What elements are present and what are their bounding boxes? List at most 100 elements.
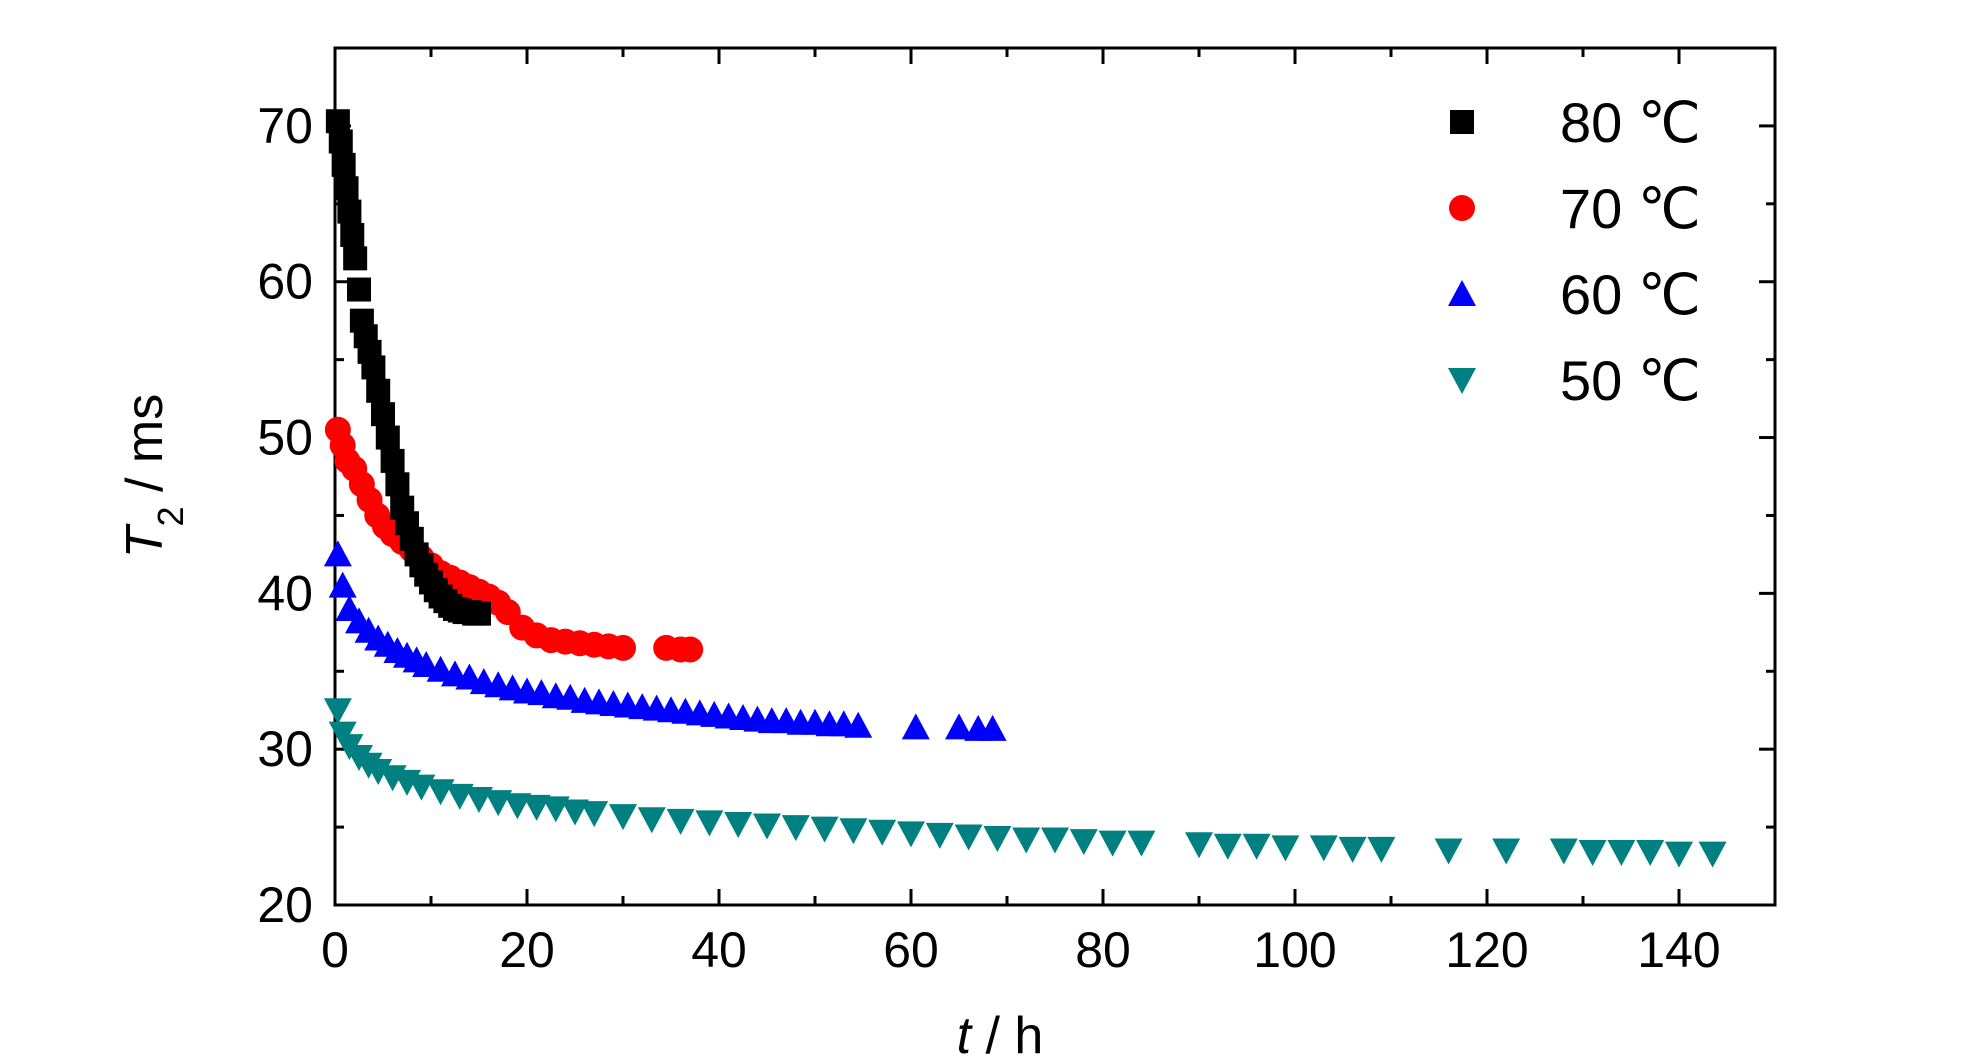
x-axis-variable: t: [957, 1007, 974, 1062]
legend-label: 70 ℃: [1560, 177, 1701, 240]
data-point: [609, 804, 637, 831]
data-point: [1127, 830, 1156, 857]
data-point: [1271, 835, 1300, 862]
series-square: [325, 109, 491, 626]
data-point: [897, 821, 925, 848]
data-point: [337, 199, 362, 224]
data-point: [753, 813, 781, 840]
x-axis-title: t / h: [957, 1007, 1044, 1062]
x-tick-label: 100: [1253, 922, 1336, 978]
legend-label: 60 ℃: [1560, 263, 1701, 326]
y-axis-ticks: 20 30 40 50 60 70: [257, 46, 1775, 933]
series-triangle-up: [323, 540, 1007, 741]
legend-label: 50 ℃: [1560, 349, 1701, 412]
data-point: [328, 129, 353, 154]
data-point: [1012, 827, 1041, 854]
data-point: [901, 713, 930, 740]
y-axis-unit: / ms: [116, 394, 174, 507]
data-point: [1098, 830, 1127, 857]
legend-marker: [1449, 195, 1475, 221]
data-point: [844, 711, 873, 738]
legend-label: 80 ℃: [1560, 91, 1701, 154]
data-point: [945, 713, 973, 740]
y-tick-label: 60: [257, 254, 313, 310]
plot-frame: [333, 46, 1777, 907]
data-point: [1607, 840, 1636, 867]
data-point: [610, 634, 636, 661]
data-point: [1213, 833, 1242, 860]
data-point: [1549, 838, 1578, 865]
data-point: [580, 801, 609, 828]
y-axis-variable: T: [116, 523, 174, 558]
data-point: [954, 824, 983, 851]
data-point: [1434, 838, 1463, 865]
legend-marker: [1448, 280, 1476, 306]
data-point: [983, 825, 1012, 852]
data-point: [925, 822, 954, 849]
data-point: [781, 815, 810, 842]
data-point: [1636, 840, 1665, 867]
data-point: [343, 246, 368, 271]
x-tick-label: 20: [499, 922, 555, 978]
data-point: [695, 810, 724, 837]
legend-marker: [1450, 110, 1474, 134]
y-axis-title: T2 / ms: [116, 394, 191, 558]
data-point: [328, 571, 357, 598]
data-point: [375, 425, 400, 450]
x-axis-ticks: 0 20 40 60 80 100 120 140: [321, 48, 1777, 978]
data-point: [484, 790, 513, 817]
data-point: [1665, 841, 1693, 868]
y-axis-subscript: 2: [150, 506, 191, 526]
data-point: [839, 818, 868, 845]
data-point: [978, 714, 1007, 741]
data-point: [724, 811, 753, 838]
data-point: [1309, 835, 1338, 862]
data-point: [323, 698, 352, 725]
data-point: [503, 793, 532, 820]
data-point: [331, 152, 356, 177]
x-tick-label: 140: [1637, 922, 1720, 978]
data-point: [1698, 841, 1727, 868]
data-point: [1338, 836, 1367, 863]
data-point: [334, 176, 359, 201]
x-tick-label: 80: [1075, 922, 1131, 978]
data-point: [323, 540, 352, 567]
data-point: [1578, 840, 1607, 867]
y-tick-label: 70: [257, 98, 313, 154]
data-point: [637, 807, 666, 834]
data-point: [541, 796, 570, 823]
data-point: [361, 355, 386, 380]
legend: 80 ℃ 70 ℃ 60 ℃ 50 ℃: [1448, 91, 1701, 412]
data-point: [1041, 827, 1069, 854]
y-tick-label: 40: [257, 565, 313, 621]
x-tick-label: 40: [691, 922, 747, 978]
data-point: [445, 783, 474, 810]
data-point: [347, 277, 371, 302]
data-point: [1367, 836, 1396, 863]
data-point: [1185, 832, 1213, 859]
data-point: [561, 799, 589, 826]
data-series: [323, 109, 1727, 868]
x-axis-unit: / h: [971, 1007, 1043, 1062]
y-tick-label: 30: [257, 721, 313, 777]
data-point: [677, 636, 704, 663]
data-point: [380, 448, 405, 473]
data-point: [371, 402, 395, 427]
x-tick-label: 60: [883, 922, 939, 978]
x-tick-label: 120: [1445, 922, 1528, 978]
series-triangle-down: [323, 698, 1727, 868]
data-point: [325, 109, 350, 134]
data-point: [465, 787, 493, 814]
data-point: [868, 819, 897, 846]
data-point: [666, 808, 695, 835]
data-point: [340, 222, 365, 247]
data-point: [366, 378, 391, 403]
y-tick-label: 20: [257, 877, 313, 933]
y-tick-label: 50: [257, 410, 313, 466]
x-tick-label: 0: [321, 922, 349, 978]
data-point: [1492, 838, 1521, 865]
data-point: [522, 794, 551, 821]
data-point: [385, 472, 410, 497]
data-point: [810, 816, 839, 843]
